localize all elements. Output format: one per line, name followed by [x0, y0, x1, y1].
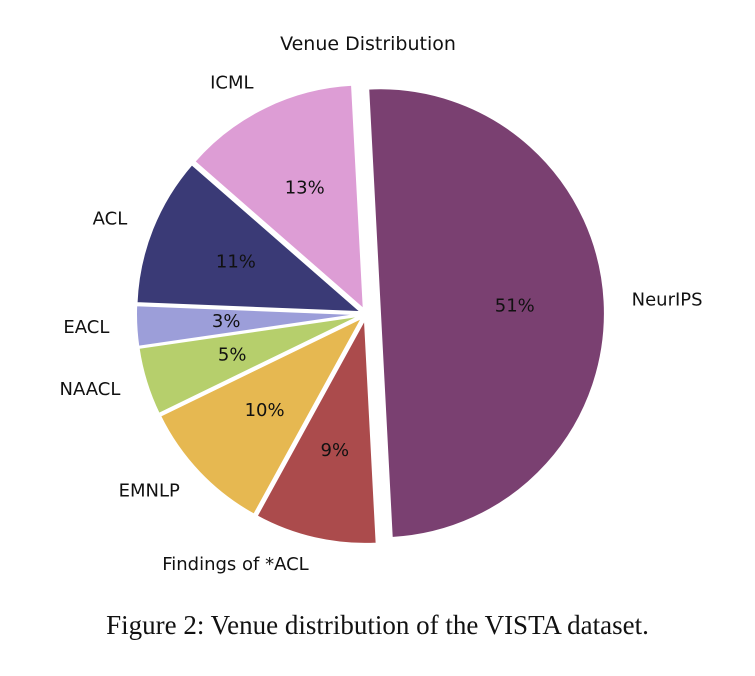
slice-label-eacl: EACL [63, 317, 109, 338]
pie-chart: Venue Distribution 51% NeurIPS 9% Findings … [60, 33, 703, 575]
chart-title: Venue Distribution [280, 33, 456, 55]
slice-label-neurips: NeurIPS [632, 290, 703, 311]
pie-slice-neurips [367, 87, 606, 540]
pie-slice-acl [135, 162, 365, 314]
pct-label-neurips: 51% [495, 296, 535, 317]
pie-slice-findings-of-acl [255, 315, 378, 545]
pie-labels: 51% NeurIPS 9% Findings of *ACL 10% EMNLP 5% NA… [60, 72, 703, 575]
pct-label-acl: 11% [216, 252, 256, 273]
slice-label-naacl: NAACL [60, 379, 121, 400]
figure-caption: Figure 2: Venue distribution of the VIST… [106, 610, 649, 640]
pct-label-emnlp: 10% [245, 400, 285, 421]
pct-label-eacl: 3% [212, 311, 241, 332]
pie-slice-eacl [135, 304, 362, 348]
slice-label-acl: ACL [93, 208, 128, 229]
slice-label-emnlp: EMNLP [119, 481, 180, 502]
pct-label-findings-of-acl: 9% [321, 440, 350, 461]
pie-slice-emnlp [158, 315, 365, 517]
pie-slices [135, 83, 606, 545]
pie-slice-icml [192, 83, 365, 312]
pct-label-naacl: 5% [218, 345, 247, 366]
pct-label-icml: 13% [285, 178, 325, 199]
slice-label-findings-of-acl: Findings of *ACL [162, 554, 308, 575]
slice-label-icml: ICML [210, 72, 253, 93]
pie-slice-naacl [137, 314, 362, 416]
